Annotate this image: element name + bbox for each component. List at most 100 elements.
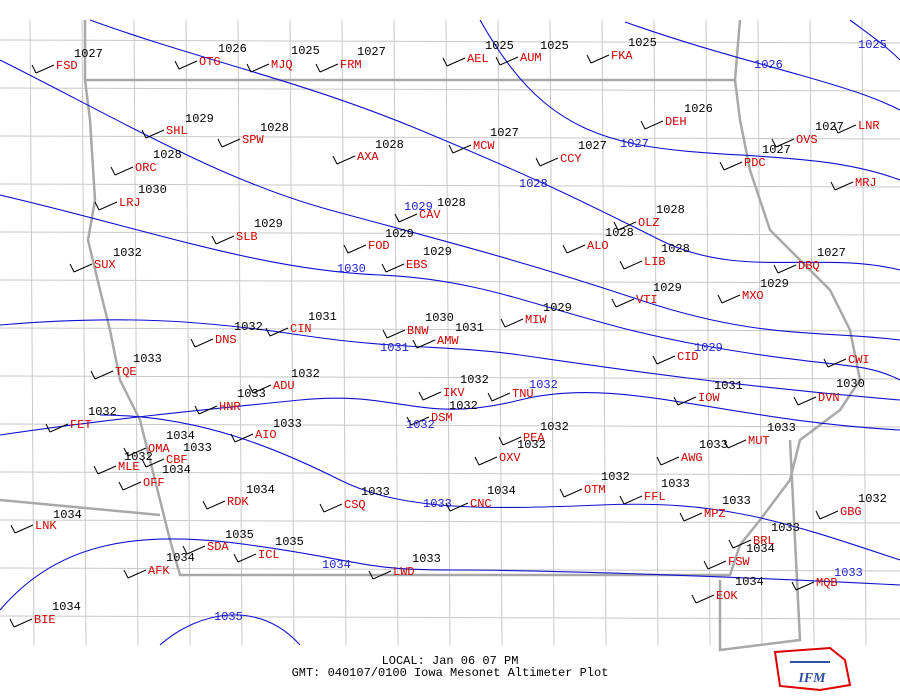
altimeter-value: 1034 xyxy=(746,542,775,556)
wind-barb xyxy=(190,338,214,348)
altimeter-value: 1030 xyxy=(138,183,167,197)
altimeter-value: 1034 xyxy=(735,575,764,589)
station-id: RDK xyxy=(227,495,249,509)
isobar-label: 1029 xyxy=(404,200,433,214)
isobar xyxy=(0,538,900,611)
station-id: OXV xyxy=(499,451,521,465)
isobar-label: 1032 xyxy=(529,378,558,392)
wind-barb xyxy=(418,391,442,401)
altimeter-value: 1027 xyxy=(490,126,519,140)
station-id: FET xyxy=(70,418,92,432)
county-line xyxy=(0,423,900,428)
isobar xyxy=(479,19,900,181)
wind-barb xyxy=(500,318,524,328)
station-id: DBQ xyxy=(798,259,820,273)
altimeter-value: 1033 xyxy=(661,477,690,491)
isobar-label: 1029 xyxy=(694,341,723,355)
wind-barb xyxy=(691,594,715,604)
altimeter-value: 1028 xyxy=(260,121,289,135)
altimeter-value: 1027 xyxy=(357,45,386,59)
county-line xyxy=(0,615,900,620)
wind-barb xyxy=(791,581,815,591)
altimeter-value: 1027 xyxy=(815,120,844,134)
isobar-label: 1030 xyxy=(337,262,366,276)
station-id: MXO xyxy=(742,289,764,303)
wind-barb xyxy=(381,263,405,273)
station-id: MLE xyxy=(118,460,140,474)
station-id: VTI xyxy=(636,293,658,307)
altimeter-value: 1028 xyxy=(656,203,685,217)
station-id: SLB xyxy=(236,230,258,244)
station-id: IKV xyxy=(443,386,465,400)
station-id: MJQ xyxy=(271,58,293,72)
wind-barb xyxy=(45,423,69,433)
station-id: LRJ xyxy=(119,196,141,210)
altimeter-value: 1033 xyxy=(767,421,796,435)
isobar-label: 1033 xyxy=(423,497,452,511)
station-id: CNC xyxy=(470,497,492,511)
wind-barb xyxy=(448,144,472,154)
nebraska-kansas-border xyxy=(0,498,161,517)
station-id: DVN xyxy=(818,391,840,405)
altimeter-value: 1028 xyxy=(605,226,634,240)
wind-barbs xyxy=(9,54,857,628)
wind-barb xyxy=(793,396,817,406)
wind-barb xyxy=(382,329,406,339)
wind-barb xyxy=(559,488,583,498)
station-id: OVS xyxy=(796,133,818,147)
altimeter-value: 1033 xyxy=(771,521,800,535)
wind-barb xyxy=(343,244,367,254)
station-id: LWD xyxy=(393,565,415,579)
county-line xyxy=(0,87,900,92)
altimeter-value: 1032 xyxy=(449,399,478,413)
wind-barb xyxy=(619,260,643,270)
station-id: AWG xyxy=(681,451,703,465)
altimeter-value: 1031 xyxy=(714,379,743,393)
station-id: DNS xyxy=(215,333,237,347)
wind-barb xyxy=(332,155,356,165)
station-id: FRM xyxy=(340,58,362,72)
wind-barb xyxy=(9,618,33,628)
wind-barb xyxy=(202,500,226,510)
wind-barb xyxy=(10,524,34,534)
county-line xyxy=(0,327,900,332)
isobar-label: 1028 xyxy=(519,177,548,191)
station-id: PEA xyxy=(523,431,545,445)
footer-gmt: GMT: 040107/0100 Iowa Mesonet Altimeter … xyxy=(292,666,609,680)
isobar-label: 1026 xyxy=(754,58,783,72)
county-line xyxy=(809,19,815,646)
altimeter-value: 1031 xyxy=(308,310,337,324)
station-id: MQB xyxy=(816,576,838,590)
station-id: ADU xyxy=(273,379,295,393)
station-id: FSD xyxy=(56,59,78,73)
wind-barb xyxy=(586,54,610,64)
wind-barb xyxy=(673,396,697,406)
station-id: OMA xyxy=(148,442,170,456)
isobar xyxy=(0,319,900,401)
station-id: DSM xyxy=(431,411,453,425)
altimeter-value: 1035 xyxy=(225,528,254,542)
isobar xyxy=(624,21,900,111)
wind-barb xyxy=(562,244,586,254)
station-id: PDC xyxy=(744,156,766,170)
wind-barb xyxy=(248,384,272,394)
altimeter-value: 1030 xyxy=(836,377,865,391)
county-line xyxy=(705,19,711,646)
altimeter-value: 1029 xyxy=(653,281,682,295)
wind-barb xyxy=(141,129,165,139)
altimeter-value: 1033 xyxy=(412,552,441,566)
station-id: IOW xyxy=(698,391,720,405)
wind-barb xyxy=(31,64,55,74)
county-line xyxy=(185,19,191,646)
wind-barb xyxy=(445,502,469,512)
altimeter-value: 1033 xyxy=(722,494,751,508)
county-line xyxy=(81,19,87,646)
altimeter-value: 1029 xyxy=(543,301,572,315)
wind-barb xyxy=(174,60,198,70)
altimeter-value: 1025 xyxy=(628,36,657,50)
logo-text: IFM xyxy=(797,671,826,686)
isobars xyxy=(0,19,900,646)
station-id: MPZ xyxy=(704,507,726,521)
wind-barb xyxy=(703,560,727,570)
